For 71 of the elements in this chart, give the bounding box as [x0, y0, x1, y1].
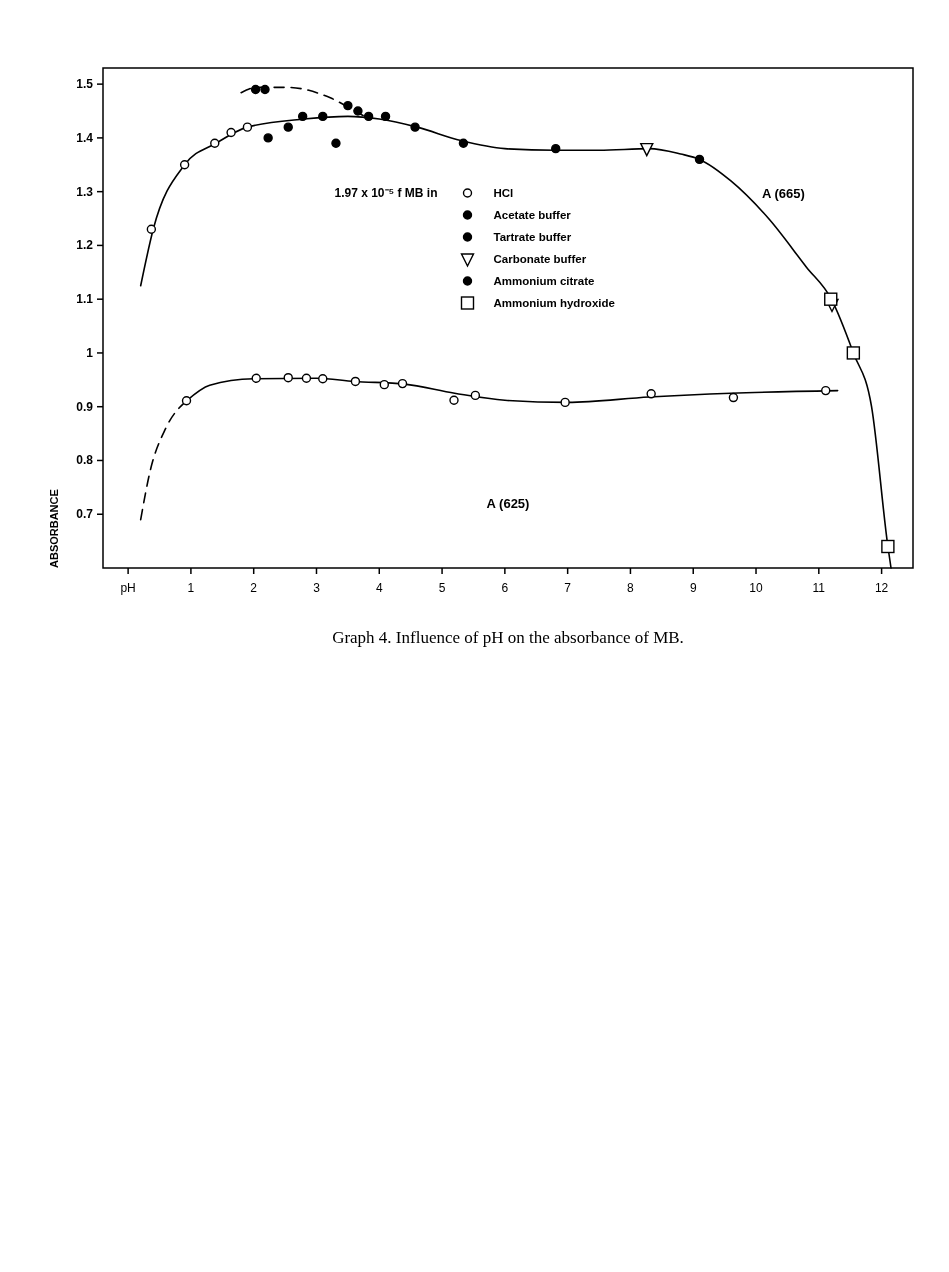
x-tick-label: 7: [564, 581, 572, 595]
point: [881, 539, 895, 554]
point: [824, 292, 838, 306]
text: Graph 4. Influence of pH on the absorbance of MB.: [332, 628, 684, 647]
point: [846, 346, 861, 360]
x-tick-label: 6: [501, 581, 509, 595]
point: [646, 389, 656, 399]
x-tick-label: pH: [120, 581, 136, 595]
legend-label: Carbonate buffer: [493, 253, 587, 265]
x-tick-label: 2: [250, 581, 258, 595]
x-tick-label: 3: [313, 581, 321, 595]
point: [318, 374, 328, 384]
y-tick-label: 1.2: [76, 238, 94, 253]
x-tick-label: 11: [812, 581, 826, 595]
point: [331, 138, 341, 148]
point: [283, 122, 293, 132]
point: [728, 392, 739, 403]
point: [146, 224, 157, 234]
y-tick-label: 1: [86, 345, 94, 360]
point: [297, 111, 308, 122]
point: [318, 111, 328, 122]
point: [301, 373, 312, 383]
x-tick-label: 10: [749, 581, 764, 595]
legend-label: Ammonium citrate: [493, 275, 595, 287]
legend-label: Acetate buffer: [493, 209, 572, 221]
y-tick-label: 0.7: [76, 507, 94, 522]
x-tick-label: 9: [689, 581, 697, 595]
y-tick-label: 0.8: [76, 453, 94, 468]
y-axis-title: ABSORBANCE: [48, 489, 60, 568]
point: [449, 395, 459, 405]
point: [251, 373, 261, 383]
annotation: A (625): [486, 495, 530, 511]
point: [226, 127, 236, 138]
y-tick-label: 1.3: [76, 184, 94, 199]
point: [458, 138, 469, 148]
y-tick-label: 1.1: [76, 292, 94, 307]
point: [210, 138, 220, 148]
point: [380, 111, 391, 122]
legend-label: Tartrate buffer: [493, 231, 572, 243]
point: [260, 84, 270, 95]
point: [263, 133, 273, 143]
point: [250, 84, 261, 95]
point: [363, 111, 374, 122]
point: [179, 160, 190, 170]
point: [343, 100, 353, 111]
point: [397, 378, 408, 389]
point: [283, 372, 293, 383]
point: [694, 154, 705, 165]
x-tick-label: 12: [874, 581, 889, 595]
y-tick-label: 0.9: [76, 399, 94, 414]
point: [181, 396, 192, 406]
annotation: A (665): [761, 185, 805, 201]
point: [242, 122, 253, 132]
x-tick-label: 8: [627, 581, 635, 595]
point: [640, 142, 654, 157]
x-tick-label: 4: [375, 581, 383, 595]
legend-label: Ammonium hydroxide: [493, 297, 615, 309]
point: [560, 397, 570, 408]
point: [470, 390, 481, 401]
y-tick-label: 1.5: [76, 77, 94, 92]
point: [551, 143, 561, 154]
y-tick-label: 1.4: [76, 130, 94, 145]
x-tick-label: 5: [438, 581, 446, 595]
point: [410, 122, 420, 132]
point: [821, 385, 831, 396]
point: [353, 106, 363, 116]
point: [350, 376, 361, 387]
x-tick-label: 1: [187, 581, 195, 595]
point: [379, 379, 389, 390]
legend-label: HCl: [493, 187, 514, 199]
legend-title: 1.97 x 10⁻⁵ f MB in: [334, 186, 438, 200]
